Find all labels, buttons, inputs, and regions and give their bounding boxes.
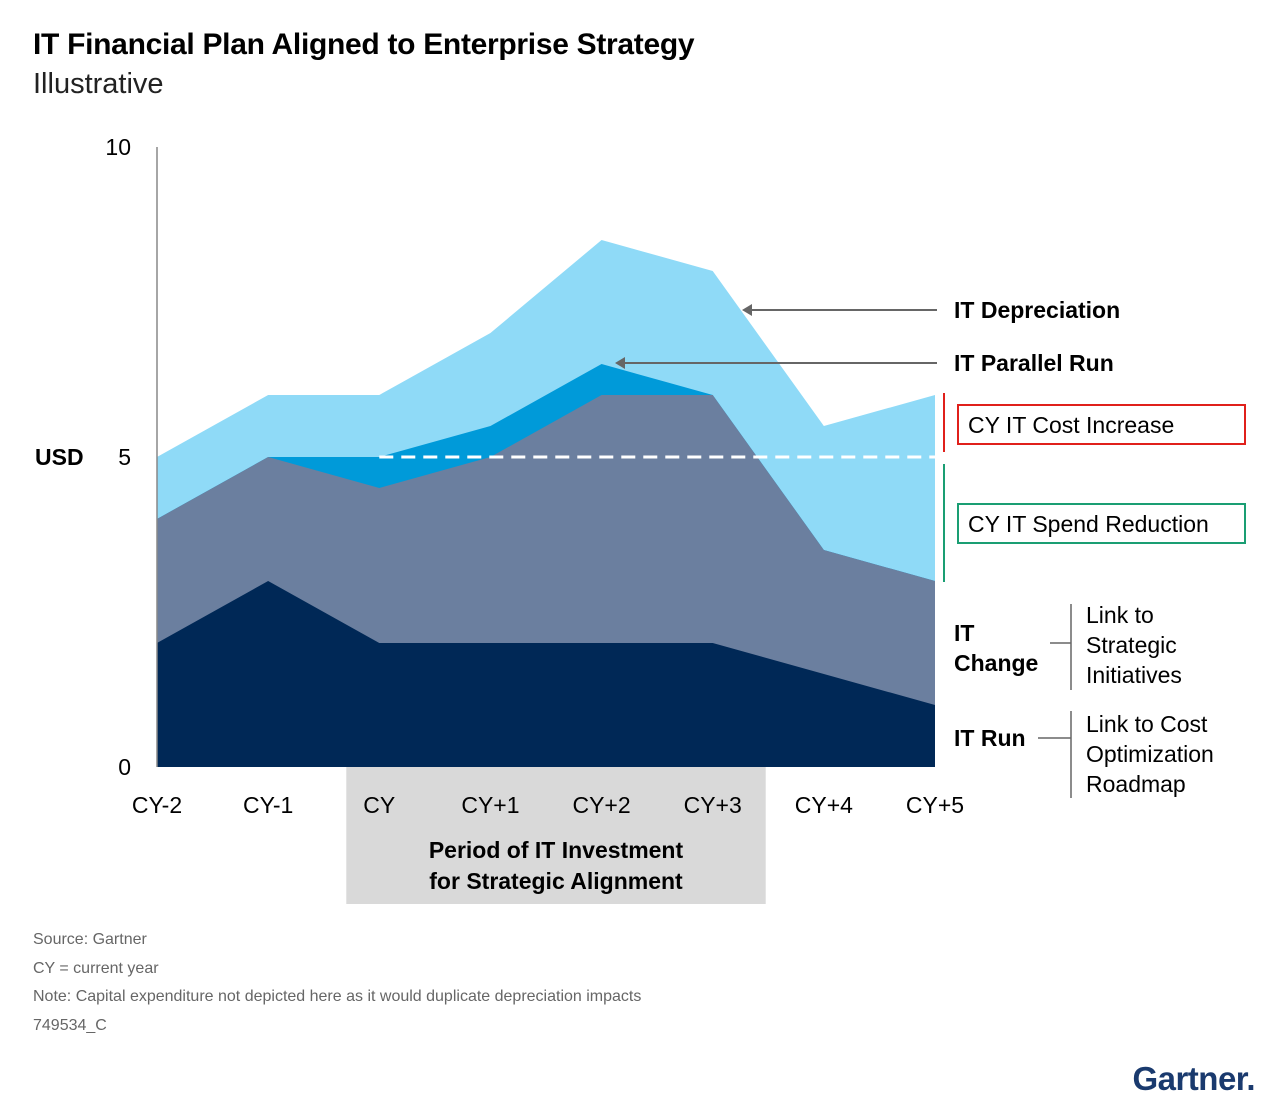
x-tick-label: CY+2 bbox=[572, 792, 630, 818]
x-tick-label: CY+5 bbox=[906, 792, 964, 818]
gartner-logo: Gartner. bbox=[1132, 1060, 1255, 1097]
y-tick-labels: 0 5 10 bbox=[105, 134, 131, 780]
change-link-line2: Strategic bbox=[1086, 632, 1177, 658]
label-it-parallel-run: IT Parallel Run bbox=[954, 350, 1114, 376]
change-link-line1: Link to bbox=[1086, 602, 1154, 628]
period-label-line1: Period of IT Investment bbox=[428, 837, 684, 863]
area-it-run bbox=[157, 581, 935, 767]
x-tick-labels: CY-2 CY-1 CY CY+1 CY+2 CY+3 CY+4 CY+5 bbox=[132, 792, 964, 818]
x-tick-label: CY+3 bbox=[684, 792, 742, 818]
y-axis-label: USD bbox=[35, 444, 84, 470]
x-tick-label: CY+1 bbox=[461, 792, 519, 818]
highlight-period-band bbox=[346, 767, 766, 904]
source-note: Source: Gartner bbox=[33, 931, 147, 948]
change-link-line3: Initiatives bbox=[1086, 662, 1182, 688]
run-link-line2: Optimization bbox=[1086, 741, 1214, 767]
cost-increase-annotation: CY IT Cost Increase bbox=[943, 393, 1246, 452]
spend-reduction-annotation: CY IT Spend Reduction bbox=[943, 464, 1246, 582]
y-tick-label: 10 bbox=[105, 134, 131, 160]
footnotes: Source: Gartner CY = current year Note: … bbox=[33, 926, 641, 1040]
x-tick-label: CY-1 bbox=[243, 792, 293, 818]
chart-title: IT Financial Plan Aligned to Enterprise … bbox=[33, 28, 695, 61]
y-tick-label: 0 bbox=[118, 754, 131, 780]
run-link-line3: Roadmap bbox=[1086, 771, 1186, 797]
label-it-change-line1: IT bbox=[954, 620, 974, 646]
x-tick-label: CY+4 bbox=[795, 792, 853, 818]
x-tick-label: CY-2 bbox=[132, 792, 182, 818]
label-it-depreciation: IT Depreciation bbox=[954, 297, 1120, 323]
chart-subtitle: Illustrative bbox=[33, 68, 164, 100]
areas-group bbox=[157, 240, 935, 767]
label-cy-it-spend-reduction: CY IT Spend Reduction bbox=[968, 511, 1209, 537]
figure-id: 749534_C bbox=[33, 1016, 107, 1034]
it-change-annotation: IT Change Link to Strategic Initiatives bbox=[954, 602, 1182, 690]
label-it-change-line2: Change bbox=[954, 650, 1038, 676]
run-link-line1: Link to Cost bbox=[1086, 711, 1208, 737]
x-tick-label: CY bbox=[363, 792, 395, 818]
capex-note: Note: Capital expenditure not depicted h… bbox=[33, 988, 642, 1005]
label-cy-it-cost-increase: CY IT Cost Increase bbox=[968, 412, 1174, 438]
cy-note: CY = current year bbox=[33, 959, 159, 977]
period-label-line2: for Strategic Alignment bbox=[429, 868, 683, 894]
it-run-annotation: IT Run Link to Cost Optimization Roadmap bbox=[954, 711, 1214, 798]
parallel-run-annotation: IT Parallel Run bbox=[615, 350, 1114, 376]
depreciation-annotation: IT Depreciation bbox=[742, 297, 1120, 323]
y-tick-label: 5 bbox=[118, 444, 131, 470]
highlight-period-label: Period of IT Investment for Strategic Al… bbox=[347, 835, 765, 897]
label-it-run: IT Run bbox=[954, 725, 1026, 751]
